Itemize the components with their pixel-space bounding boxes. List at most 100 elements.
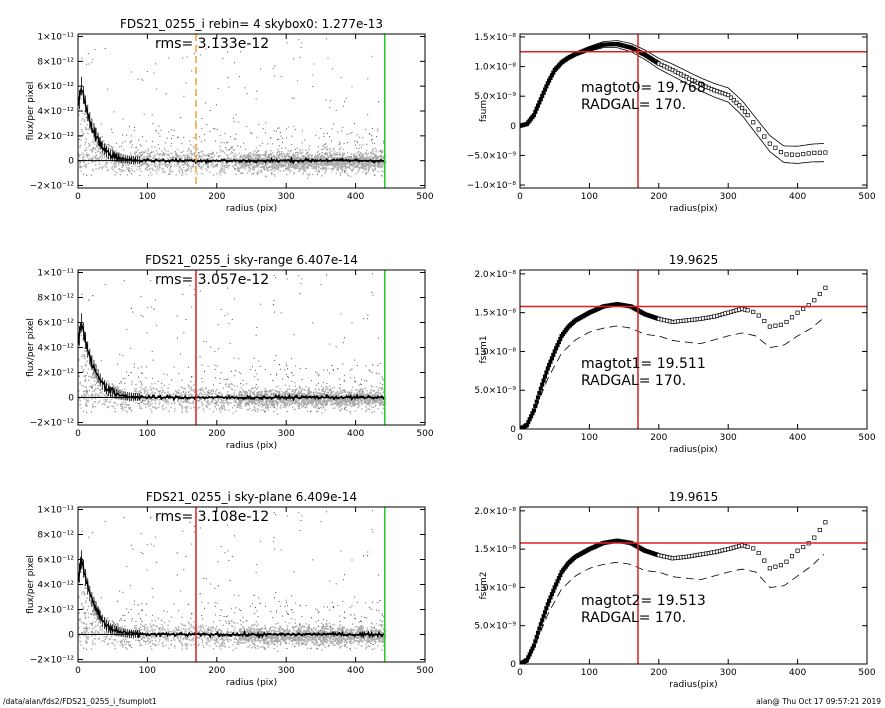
y-axis-label: flux/per pixel bbox=[26, 555, 36, 614]
x-tick-label: 500 bbox=[416, 429, 433, 439]
plot-area bbox=[520, 34, 867, 188]
y-tick-label: 2×10⁻¹² bbox=[37, 132, 74, 142]
dashed-curve bbox=[520, 317, 825, 429]
curve-point bbox=[534, 399, 539, 404]
curve-point bbox=[795, 152, 800, 157]
curve-point bbox=[533, 639, 538, 644]
y-tick-label: −2×10⁻¹² bbox=[30, 419, 75, 429]
x-tick-label: 0 bbox=[517, 668, 523, 678]
y-tick-label: 1.5×10⁻⁸ bbox=[474, 309, 516, 319]
x-tick-label: 400 bbox=[347, 192, 364, 202]
curve-point bbox=[549, 592, 554, 597]
curve-point bbox=[538, 386, 543, 391]
plot-area bbox=[78, 507, 387, 662]
x-tick-label: 0 bbox=[517, 192, 523, 202]
x-tick-label: 300 bbox=[278, 192, 295, 202]
chart-title: FDS21_0255_i rebin= 4 skybox0: 1.277e-13 bbox=[120, 17, 383, 31]
x-tick-label: 0 bbox=[75, 429, 81, 439]
curve-point bbox=[795, 548, 800, 553]
curve-point bbox=[534, 634, 539, 640]
x-tick-label: 400 bbox=[789, 433, 806, 443]
x-tick-label: 0 bbox=[517, 433, 523, 443]
curve-point bbox=[762, 318, 767, 324]
chart-panel-1: 0 100 200 300 400 500−2×10⁻¹²02×10⁻¹²4×10⁻¹²6… bbox=[26, 17, 434, 214]
curve-point bbox=[756, 550, 761, 556]
y-tick-label: 6×10⁻¹² bbox=[37, 556, 74, 566]
curve-point bbox=[531, 643, 536, 648]
x-axis-label: radius (pix) bbox=[226, 678, 277, 688]
curve-markers bbox=[520, 285, 828, 429]
curve-point bbox=[538, 622, 543, 627]
pixel-scatter bbox=[78, 273, 387, 415]
x-tick-label: 500 bbox=[858, 192, 875, 202]
y-tick-label: 0 bbox=[68, 394, 74, 404]
plot-area bbox=[520, 507, 867, 664]
y-tick-label: −5.0×10⁻⁹ bbox=[467, 151, 517, 161]
curve-point bbox=[544, 370, 549, 375]
curve-point bbox=[547, 598, 552, 603]
curve-point bbox=[812, 150, 817, 155]
y-tick-label: 0 bbox=[510, 660, 516, 670]
y-tick-label: −2×10⁻¹² bbox=[30, 182, 75, 192]
y-tick-label: 1.0×10⁻⁸ bbox=[474, 583, 516, 593]
curve-point bbox=[751, 546, 756, 551]
chart-title: FDS21_0255_i sky-plane 6.409e-14 bbox=[146, 490, 357, 504]
y-tick-label: 5.0×10⁻⁹ bbox=[474, 622, 516, 632]
curve-point bbox=[541, 378, 546, 383]
y-axis-label: fsum2 bbox=[479, 571, 489, 599]
curve-point bbox=[541, 614, 546, 619]
curve-point bbox=[533, 403, 538, 409]
curve-point bbox=[789, 152, 795, 157]
plot-area bbox=[78, 34, 387, 188]
y-axis-label: flux/per pixel bbox=[26, 82, 36, 141]
curve-point bbox=[778, 322, 783, 327]
x-tick-label: 300 bbox=[720, 668, 737, 678]
curve-point bbox=[756, 313, 761, 318]
curve-point bbox=[762, 558, 767, 563]
y-tick-label: 1.5×10⁻⁸ bbox=[474, 33, 516, 43]
curve-point bbox=[535, 395, 541, 400]
curve-point bbox=[773, 564, 778, 569]
x-tick-label: 400 bbox=[347, 429, 364, 439]
curve-point bbox=[751, 120, 756, 125]
curve-point bbox=[801, 152, 806, 157]
chart-panel-6: 0 100 200 300 400 500 0 5.0×10⁻⁹ 1.0×10⁻⁸ 1.5×10⁻… bbox=[474, 490, 876, 690]
plot-area bbox=[520, 270, 867, 429]
curve-point bbox=[784, 559, 789, 564]
x-tick-label: 100 bbox=[139, 429, 156, 439]
curve-point bbox=[767, 566, 772, 571]
x-tick-label: 400 bbox=[789, 668, 806, 678]
curve-point bbox=[801, 544, 806, 550]
x-tick-label: 100 bbox=[581, 192, 598, 202]
magtot-annotation: magtot2= 19.513 bbox=[581, 593, 706, 609]
chart-panel-4: 0 100 200 300 400 500 0 5.0×10⁻⁹ 1.0×10⁻⁸ 1.5×10⁻… bbox=[474, 253, 876, 455]
curve-point bbox=[823, 285, 828, 290]
curve-point bbox=[728, 95, 734, 100]
curve-point bbox=[537, 626, 542, 631]
curve-markers bbox=[520, 42, 828, 157]
curve-point bbox=[817, 150, 822, 155]
y-tick-label: 6×10⁻¹² bbox=[37, 82, 74, 92]
y-tick-label: 0 bbox=[510, 122, 516, 132]
curve-point bbox=[789, 554, 795, 559]
y-tick-label: 0 bbox=[68, 631, 74, 641]
x-tick-label: 100 bbox=[139, 192, 156, 202]
y-tick-label: −2×10⁻¹² bbox=[30, 656, 75, 666]
y-tick-label: 1×10⁻¹¹ bbox=[37, 269, 74, 279]
curve-point bbox=[734, 100, 739, 105]
curve-point bbox=[537, 390, 542, 396]
y-tick-label: 1.0×10⁻⁸ bbox=[474, 347, 516, 357]
y-tick-label: 4×10⁻¹² bbox=[37, 344, 74, 354]
plot-frame bbox=[519, 506, 868, 665]
curve-point bbox=[778, 150, 783, 155]
curve-point bbox=[542, 374, 548, 379]
x-tick-label: 400 bbox=[347, 666, 364, 676]
curve-point bbox=[801, 306, 806, 311]
y-tick-label: 8×10⁻¹² bbox=[37, 57, 74, 67]
curve-point bbox=[535, 630, 541, 635]
curve-point bbox=[731, 98, 736, 103]
x-tick-label: 300 bbox=[720, 192, 737, 202]
x-tick-label: 500 bbox=[416, 666, 433, 676]
curve-point bbox=[812, 298, 817, 303]
